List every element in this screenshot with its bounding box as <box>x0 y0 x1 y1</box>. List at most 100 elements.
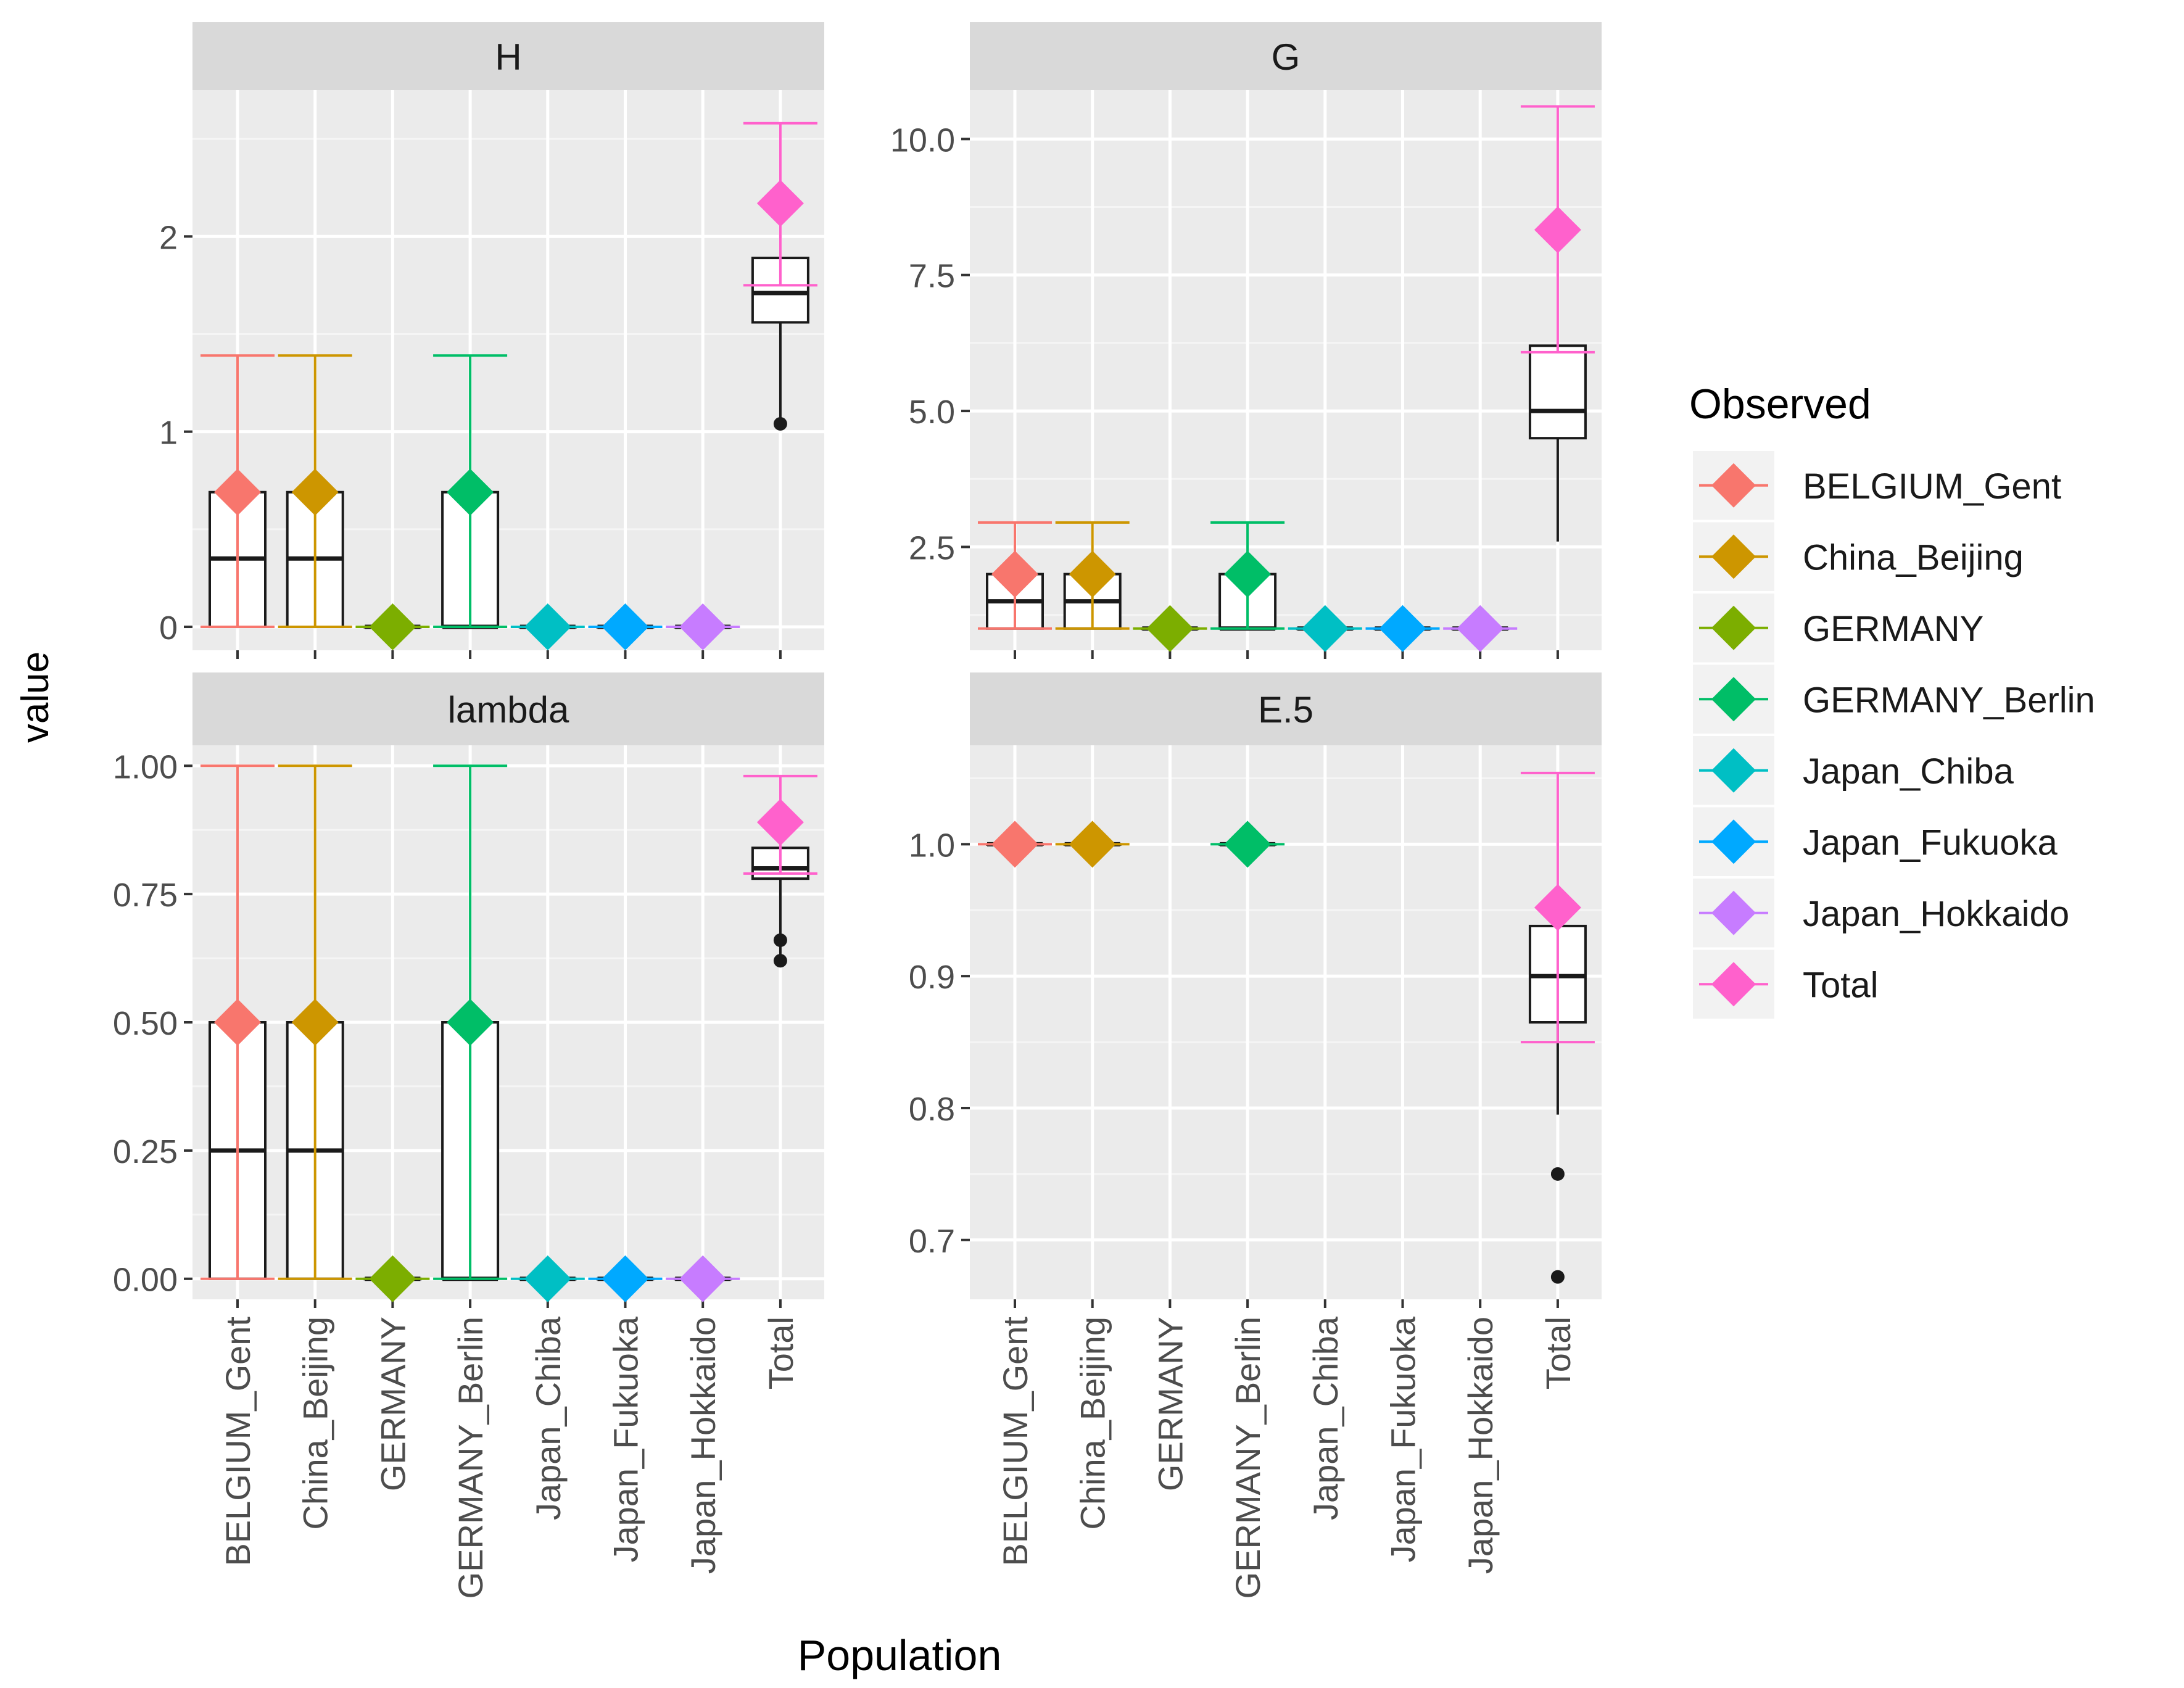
observed-germany <box>1133 605 1207 652</box>
panel-e-5: E.5 0.7 0.8 0.9 1.0 BELGIUM_Gent China_Beijing… <box>909 672 1602 1599</box>
x-tick-label: Japan_Hokkaido <box>1461 1317 1500 1574</box>
legend-key-diamond <box>1711 605 1756 650</box>
box-outlier <box>773 954 787 968</box>
observed-japan-hokkaido <box>666 1255 740 1302</box>
observed-belgium-gent <box>978 821 1052 868</box>
observed-total <box>1520 771 1595 1044</box>
observed-japan-chiba <box>510 603 585 651</box>
x-tick-label: Total <box>1539 1317 1578 1389</box>
box-outlier <box>773 417 787 431</box>
observed-japan-fukuoka <box>588 1255 663 1302</box>
y-tick-label: 10.0 <box>890 122 955 159</box>
facet-strip-label: H <box>495 36 521 78</box>
y-axis-title: value <box>14 652 57 743</box>
x-tick-label: BELGIUM_Gent <box>996 1317 1035 1566</box>
legend-key-diamond <box>1711 748 1756 793</box>
observed-point <box>679 603 727 651</box>
y-tick-label: 7.5 <box>909 258 955 295</box>
observed-germany <box>355 603 430 651</box>
observed-point <box>524 603 571 651</box>
observed-point <box>602 1255 649 1302</box>
x-tick-label: GERMANY <box>373 1317 412 1491</box>
legend-item-germany: GERMANY <box>1690 591 1983 665</box>
observed-germany <box>355 1255 430 1302</box>
observed-point <box>1069 821 1116 868</box>
facet-strip <box>192 672 824 745</box>
box-outlier <box>773 933 787 947</box>
observed-germany-berlin <box>433 354 508 629</box>
observed-japan-fukuoka <box>588 603 663 651</box>
observed-total <box>743 122 817 287</box>
y-tick-label: 2 <box>159 219 178 256</box>
legend-item-china-beijing: China_Beijing <box>1690 519 2024 594</box>
observed-china-beijing <box>1055 521 1130 630</box>
legend-item-belgium-gent: BELGIUM_Gent <box>1690 449 2061 523</box>
observed-point <box>1534 206 1581 254</box>
x-tick-label: Japan_Chiba <box>1306 1316 1345 1520</box>
legend-label: GERMANY_Berlin <box>1803 680 2095 720</box>
y-tick-label: 0.75 <box>113 877 178 914</box>
facet-strip-label: G <box>1272 36 1301 78</box>
observed-japan-hokkaido <box>666 603 740 651</box>
x-tick-label: China_Beijing <box>1073 1317 1112 1530</box>
panel-lambda: lambda 0.00 0.25 0.50 0.75 1.00 BELGIUM_Gent Ch… <box>113 672 824 1599</box>
y-tick-label: 0 <box>159 610 178 647</box>
legend-label: Japan_Fukuoka <box>1803 822 2058 863</box>
y-tick-label: 0.7 <box>909 1223 955 1260</box>
x-tick-label: China_Beijing <box>296 1317 335 1530</box>
y-tick-label: 0.00 <box>113 1262 178 1299</box>
facet-strip-label: lambda <box>448 689 569 730</box>
observed-germany-berlin <box>433 764 508 1280</box>
observed-point <box>756 798 804 846</box>
legend-item-germany-berlin: GERMANY_Berlin <box>1690 662 2095 736</box>
observed-point <box>991 550 1038 598</box>
legend-key-diamond <box>1711 677 1756 722</box>
plot-background <box>970 90 1602 650</box>
x-tick-label: GERMANY_Berlin <box>1228 1317 1267 1599</box>
observed-point <box>291 999 339 1046</box>
observed-japan-hokkaido <box>1443 605 1518 652</box>
y-tick-label: 0.8 <box>909 1091 955 1128</box>
legend-key-diamond <box>1711 819 1756 864</box>
legend-title: Observed <box>1689 381 1871 428</box>
observed-point <box>1069 550 1116 598</box>
y-tick-label: 1.0 <box>909 827 955 864</box>
observed-belgium-gent <box>201 354 275 629</box>
y-tick-label: 0.50 <box>113 1005 178 1042</box>
observed-point <box>447 468 494 516</box>
x-tick-label: Japan_Chiba <box>529 1316 568 1520</box>
x-tick-label: Japan_Hokkaido <box>684 1317 722 1574</box>
observed-point <box>1146 605 1194 652</box>
observed-point <box>602 603 649 651</box>
panel-h: H 0 1 2 <box>159 22 824 659</box>
observed-point <box>291 468 339 516</box>
y-tick-label: 0.25 <box>113 1133 178 1170</box>
observed-belgium-gent <box>201 764 275 1280</box>
observed-point <box>991 821 1038 868</box>
observed-point <box>1379 605 1426 652</box>
observed-point <box>369 1255 416 1302</box>
observed-point <box>679 1255 727 1302</box>
legend-item-japan-hokkaido: Japan_Hokkaido <box>1690 876 2069 950</box>
legend-item-total: Total <box>1690 947 1879 1021</box>
facet-panels: H 0 1 2 G 2.5 5.0 7.5 10.0 lambda 0.00 0.25 0.50 0.75… <box>113 22 1602 1599</box>
observed-point <box>447 999 494 1046</box>
x-tick-label: Japan_Fukuoka <box>1384 1316 1423 1562</box>
observed-point <box>1457 605 1504 652</box>
legend-key-diamond <box>1711 463 1756 508</box>
legend-label: Japan_Chiba <box>1803 751 2014 792</box>
legend-label: Total <box>1803 965 1879 1005</box>
observed-japan-chiba <box>1288 605 1362 652</box>
legend-label: Japan_Hokkaido <box>1803 894 2069 934</box>
x-tick-label: Japan_Fukuoka <box>606 1316 645 1562</box>
legend-item-japan-chiba: Japan_Chiba <box>1690 734 2014 808</box>
panel-g: G 2.5 5.0 7.5 10.0 <box>890 22 1602 659</box>
x-axis-title: Population <box>798 1631 1002 1679</box>
observed-china-beijing <box>1055 821 1130 868</box>
observed-point <box>756 180 804 227</box>
legend: Observed BELGIUM_Gent China_Beijing GERMAN… <box>1689 381 2095 1021</box>
y-tick-label: 1.00 <box>113 748 178 785</box>
observed-japan-chiba <box>510 1255 585 1302</box>
x-tick-label: Total <box>761 1317 800 1389</box>
observed-china-beijing <box>278 354 352 629</box>
